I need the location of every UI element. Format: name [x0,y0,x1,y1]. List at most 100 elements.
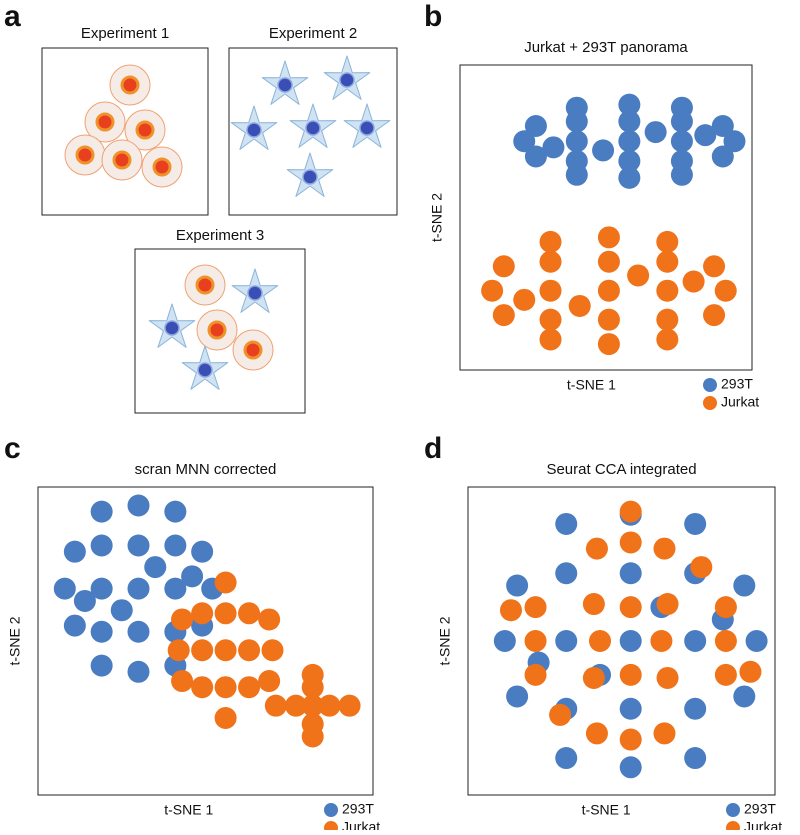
point [63,540,86,563]
point [191,639,214,662]
point [597,279,620,302]
point [284,694,307,717]
point [238,602,261,625]
point [164,577,187,600]
point [164,534,187,557]
point [549,703,572,726]
plot-frame [37,486,374,796]
point [656,230,679,253]
point [739,660,762,683]
point [656,250,679,273]
point [656,666,679,689]
point [618,93,641,116]
point [90,654,113,677]
point [684,512,707,535]
point [171,608,194,631]
point [670,130,693,153]
point [619,728,642,751]
point [238,639,261,662]
plot-frame [467,486,776,796]
point [565,96,588,119]
point [733,685,756,708]
point [144,556,167,579]
legend-marker [324,821,338,835]
point [524,663,547,686]
point [618,110,641,133]
x-axis-label: t-SNE 1 [567,377,616,393]
point [90,534,113,557]
legend-marker [726,821,740,835]
point [582,593,605,616]
y-axis-label: t-SNE 2 [437,616,453,665]
x-axis-label: t-SNE 1 [164,802,213,818]
point [513,130,536,153]
point [539,328,562,351]
point [63,614,86,637]
legend-label: 293T [342,801,374,817]
point [214,571,237,594]
point [653,722,676,745]
point [493,630,516,652]
point [711,145,734,168]
chart-title: Jurkat + 293T panorama [524,39,688,56]
point [214,639,237,662]
point [214,676,237,699]
point [481,279,504,302]
point [582,666,605,689]
legend-label: Jurkat [342,819,380,830]
point [619,697,642,720]
y-axis-label: t-SNE 2 [7,616,23,665]
point [539,308,562,331]
point [619,531,642,554]
point [618,150,641,173]
point [619,500,642,523]
point [585,537,608,560]
point [694,124,717,147]
point [656,593,679,616]
point [492,255,515,278]
cells [148,263,279,391]
legend-label: 293T [744,801,776,817]
experiment-box [41,47,209,216]
experiment-box [228,47,398,216]
point [264,694,287,717]
point [181,565,204,588]
point [524,630,547,652]
point [524,115,547,137]
point [565,163,588,186]
point [565,130,588,153]
experiment-title: Experiment 2 [269,25,357,42]
point [703,304,726,327]
point [568,294,591,317]
point [670,163,693,186]
point [524,145,547,168]
legend-label: Jurkat [744,819,782,830]
point [167,639,190,662]
point [619,756,642,779]
point [684,630,707,652]
point [338,694,361,717]
point [90,500,113,523]
point [703,255,726,278]
point [542,136,565,159]
point [127,494,150,517]
point [585,722,608,745]
point [191,676,214,699]
point [555,747,578,770]
cells [63,63,184,189]
point [597,250,620,273]
point [656,279,679,302]
point [318,694,341,717]
plot-frame [459,64,753,371]
panel-label: d [424,432,442,465]
point [539,230,562,253]
point [597,226,620,249]
point [127,577,150,600]
legend-marker [726,803,740,817]
point [127,534,150,557]
point [589,630,612,652]
point [73,589,96,612]
point [656,308,679,331]
panel-label: b [424,0,442,33]
